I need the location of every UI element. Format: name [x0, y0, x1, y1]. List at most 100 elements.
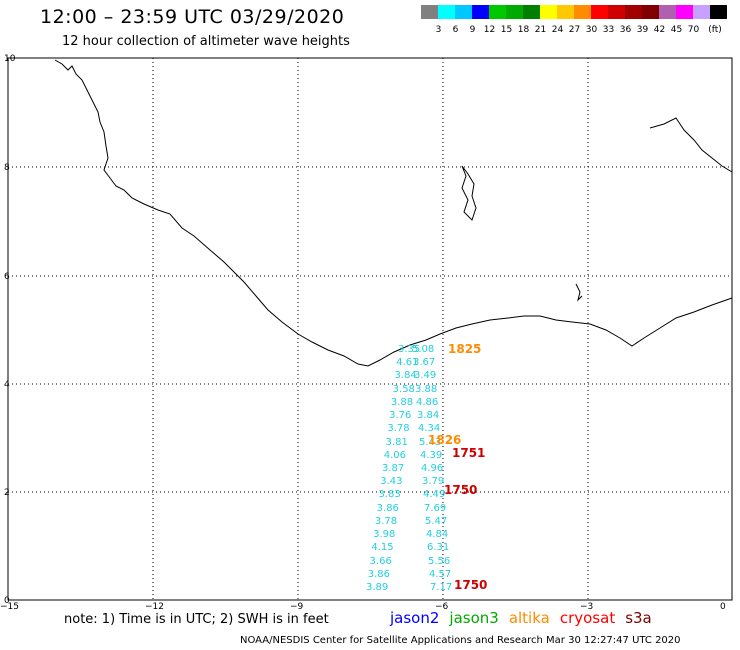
map-title: 12:00 – 23:59 UTC 03/29/2020	[40, 6, 345, 28]
colorbar-label: 15	[500, 25, 513, 35]
wave-height-value: 5.43	[419, 436, 442, 448]
units-note: note: 1) Time is in UTC; 2) SWH is in fe…	[64, 612, 329, 627]
wave-height-value: 3.89	[366, 582, 389, 593]
colorbar-swatch	[540, 5, 557, 19]
colorbar-swatch	[693, 5, 710, 19]
wave-height-value: 3.98	[373, 529, 396, 541]
wave-height-value: 3.84	[394, 370, 417, 382]
lon-tick-label: −3	[580, 602, 594, 612]
colorbar-label: 21	[534, 25, 547, 35]
colorbar-swatch	[489, 5, 506, 19]
map-frame	[7, 57, 733, 601]
colorbar-label: 12	[483, 25, 496, 35]
colorbar-swatch	[438, 5, 455, 19]
wave-height-value: 4.06	[383, 449, 407, 461]
colorbar-swatch	[625, 5, 642, 19]
coastline-west-africa	[54, 59, 733, 367]
wave-height-value: 7.17	[430, 582, 453, 593]
wave-height-value: 4.84	[426, 529, 449, 541]
pass-time-label: 1751	[452, 446, 486, 460]
colorbar-swatch	[642, 5, 659, 19]
colorbar-unit: (ft)	[708, 25, 722, 35]
colorbar-label: 42	[653, 25, 666, 35]
satellite-legend-item: s3a	[625, 609, 652, 627]
wave-height-value: 5.47	[425, 515, 448, 527]
wave-height-value: 3.58	[392, 383, 415, 395]
coastline-east-inlet	[649, 117, 733, 173]
pass-time-label: 1750	[444, 483, 478, 497]
coastline-lake-volta	[461, 165, 477, 221]
lat-tick-label: 8	[4, 163, 10, 173]
lon-tick-label: −12	[145, 602, 164, 612]
wave-height-value: 3.49	[414, 370, 437, 382]
wave-height-value: 4.15	[371, 542, 394, 554]
lat-tick-label: 0	[4, 596, 10, 606]
wave-height-value: 3.76	[389, 410, 412, 422]
wave-height-value: 3.67	[413, 357, 436, 369]
pass-time-label: 1825	[448, 342, 482, 356]
colorbar-label: 36	[619, 25, 632, 35]
satellite-legend-item: jason3	[449, 609, 499, 627]
wave-height-value: 4.61	[396, 357, 419, 369]
wave-height-value: 3.88	[415, 383, 438, 395]
colorbar-swatch	[557, 5, 574, 19]
colorbar-label: 39	[636, 25, 649, 35]
colorbar-swatch	[574, 5, 591, 19]
satellite-legend-item: altika	[508, 609, 550, 627]
wave-height-value: 3.88	[390, 396, 414, 408]
wave-height-value: 6.31	[427, 542, 450, 554]
wave-height-value: 3.87	[382, 463, 405, 474]
wave-height-value: 3.78	[387, 423, 410, 435]
wave-height-value: 7.69	[424, 502, 447, 514]
lon-tick-label: −6	[435, 602, 449, 612]
colorbar-label: 30	[585, 25, 598, 35]
satellite-legend-item: cryosat	[559, 609, 616, 627]
pass-time-label: 1750	[454, 578, 488, 592]
wave-height-value: 3.84	[417, 410, 440, 422]
lon-tick-label: −15	[0, 602, 19, 612]
colorbar-label: 27	[568, 25, 581, 35]
colorbar-swatch	[710, 5, 727, 19]
wave-height-value: 3.35	[398, 344, 421, 355]
wave-height-value: 3.66	[369, 555, 392, 567]
wave-height-value: 4.49	[423, 489, 446, 501]
coastline-lagoon	[575, 283, 583, 302]
lon-tick-label: −9	[290, 602, 304, 612]
wave-height-value: 5.56	[428, 555, 451, 567]
colorbar-label: 6	[452, 25, 459, 35]
lat-tick-label: 2	[4, 488, 10, 498]
colorbar-swatch	[591, 5, 608, 19]
colorbar-label: 45	[670, 25, 683, 35]
colorbar-swatch	[455, 5, 472, 19]
wave-height-value: 4.86	[416, 396, 439, 408]
colorbar-swatch	[523, 5, 540, 19]
wave-height-value: 4.96	[421, 463, 444, 474]
wave-height-value: 3.81	[385, 436, 408, 448]
colorbar-swatch	[421, 5, 438, 19]
colorbar-swatch	[659, 5, 676, 19]
satellite-legend-item: jason2	[390, 609, 440, 627]
colorbar-label: 9	[469, 25, 476, 35]
wave-height-value: 4.34	[418, 423, 441, 435]
wave-height-value: 3.79	[422, 476, 445, 488]
lat-tick-label: 6	[4, 272, 10, 282]
wave-height-value: 3.78	[374, 515, 398, 527]
lat-tick-label: 4	[4, 380, 10, 390]
colorbar-swatch	[472, 5, 489, 19]
graticule	[8, 58, 732, 600]
colorbar-label: 33	[602, 25, 615, 35]
wave-height-value: 3.43	[380, 476, 403, 488]
wave-height-value: 3.83	[378, 489, 401, 501]
colorbar-label: 3	[435, 25, 442, 35]
wave-height-value: 3.86	[376, 502, 399, 514]
pass-time-label: 1826	[428, 433, 462, 447]
colorbar-swatch	[676, 5, 693, 19]
colorbar-label: 18	[517, 25, 530, 35]
colorbar-swatch	[506, 5, 523, 19]
wave-height-value: 4.39	[420, 449, 443, 461]
map-subtitle: 12 hour collection of altimeter wave hei…	[62, 34, 350, 49]
lat-tick-label: 10	[4, 54, 16, 64]
lon-tick-label: 0	[720, 602, 726, 612]
colorbar-label: 70	[687, 25, 700, 35]
